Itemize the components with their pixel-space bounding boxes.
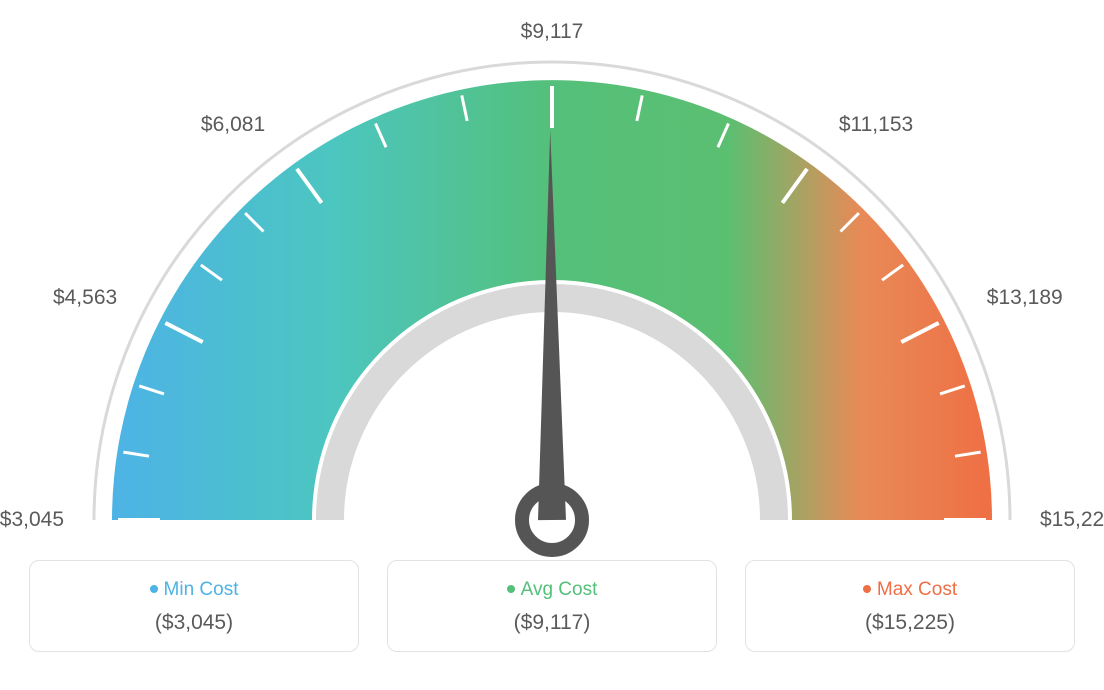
gauge-tick-label: $6,081 — [195, 113, 265, 137]
legend-row: Min Cost ($3,045) Avg Cost ($9,117) Max … — [0, 560, 1104, 652]
dot-icon — [863, 585, 871, 593]
legend-card-avg: Avg Cost ($9,117) — [387, 560, 717, 652]
legend-title-min-text: Min Cost — [164, 579, 239, 600]
legend-title-max-text: Max Cost — [877, 579, 957, 600]
dot-icon — [507, 585, 515, 593]
legend-title-avg-text: Avg Cost — [521, 579, 598, 600]
dot-icon — [150, 585, 158, 593]
gauge-tick-label: $13,189 — [987, 286, 1063, 310]
legend-title-avg: Avg Cost — [398, 579, 706, 601]
gauge-svg — [62, 30, 1042, 570]
legend-title-max: Max Cost — [756, 579, 1064, 601]
gauge-tick-label: $3,045 — [0, 508, 64, 532]
legend-title-min: Min Cost — [40, 579, 348, 601]
gauge-tick-label: $11,153 — [839, 113, 913, 137]
legend-value-max: ($15,225) — [756, 611, 1064, 635]
gauge-tick-label: $9,117 — [512, 20, 592, 44]
gauge-chart: $3,045 $4,563 $6,081 $9,117 $11,153 $13,189 $1… — [0, 0, 1104, 560]
legend-card-min: Min Cost ($3,045) — [29, 560, 359, 652]
legend-card-max: Max Cost ($15,225) — [745, 560, 1075, 652]
gauge-tick-label: $15,225 — [1040, 508, 1104, 532]
legend-value-min: ($3,045) — [40, 611, 348, 635]
gauge-tick-label: $4,563 — [47, 286, 117, 310]
legend-value-avg: ($9,117) — [398, 611, 706, 635]
